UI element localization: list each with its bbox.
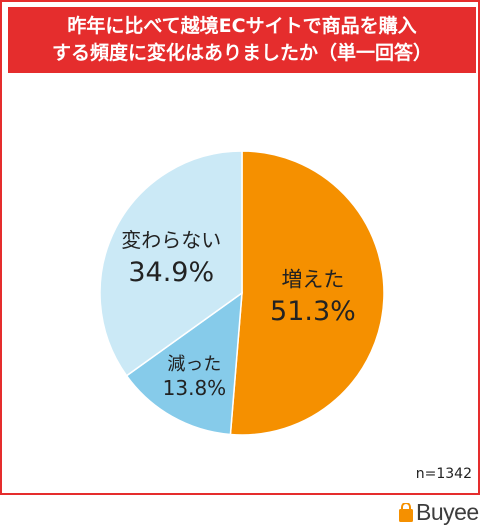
shopping-bag-icon bbox=[399, 503, 413, 522]
brand-name: Buyee bbox=[416, 499, 479, 525]
pie-slice-unchanged bbox=[99, 150, 243, 377]
buyee-logo: Buyee bbox=[398, 499, 482, 526]
slice-label-decreased: 減った bbox=[167, 354, 221, 375]
chart-title-line-1: 昨年に比べて越境ECサイトで商品を購入 bbox=[67, 15, 417, 37]
slice-value-increased: 51.3% bbox=[270, 296, 356, 327]
sample-size-label: n=1342 bbox=[415, 466, 472, 482]
chart-title: 昨年に比べて越境ECサイトで商品を購入 する頻度に変化はありましたか（単一回答） bbox=[8, 7, 476, 73]
slice-value-decreased: 13.8% bbox=[163, 376, 227, 400]
slice-label-increased: 増えた bbox=[281, 267, 344, 291]
pie-slice-increased bbox=[229, 150, 385, 436]
pie-slice-decreased bbox=[125, 291, 243, 436]
chart-frame bbox=[0, 0, 480, 495]
chart-title-line-2: する頻度に変化はありましたか（単一回答） bbox=[51, 42, 432, 64]
slice-value-unchanged: 34.9% bbox=[128, 257, 214, 288]
slice-label-unchanged: 変わらない bbox=[121, 228, 221, 252]
